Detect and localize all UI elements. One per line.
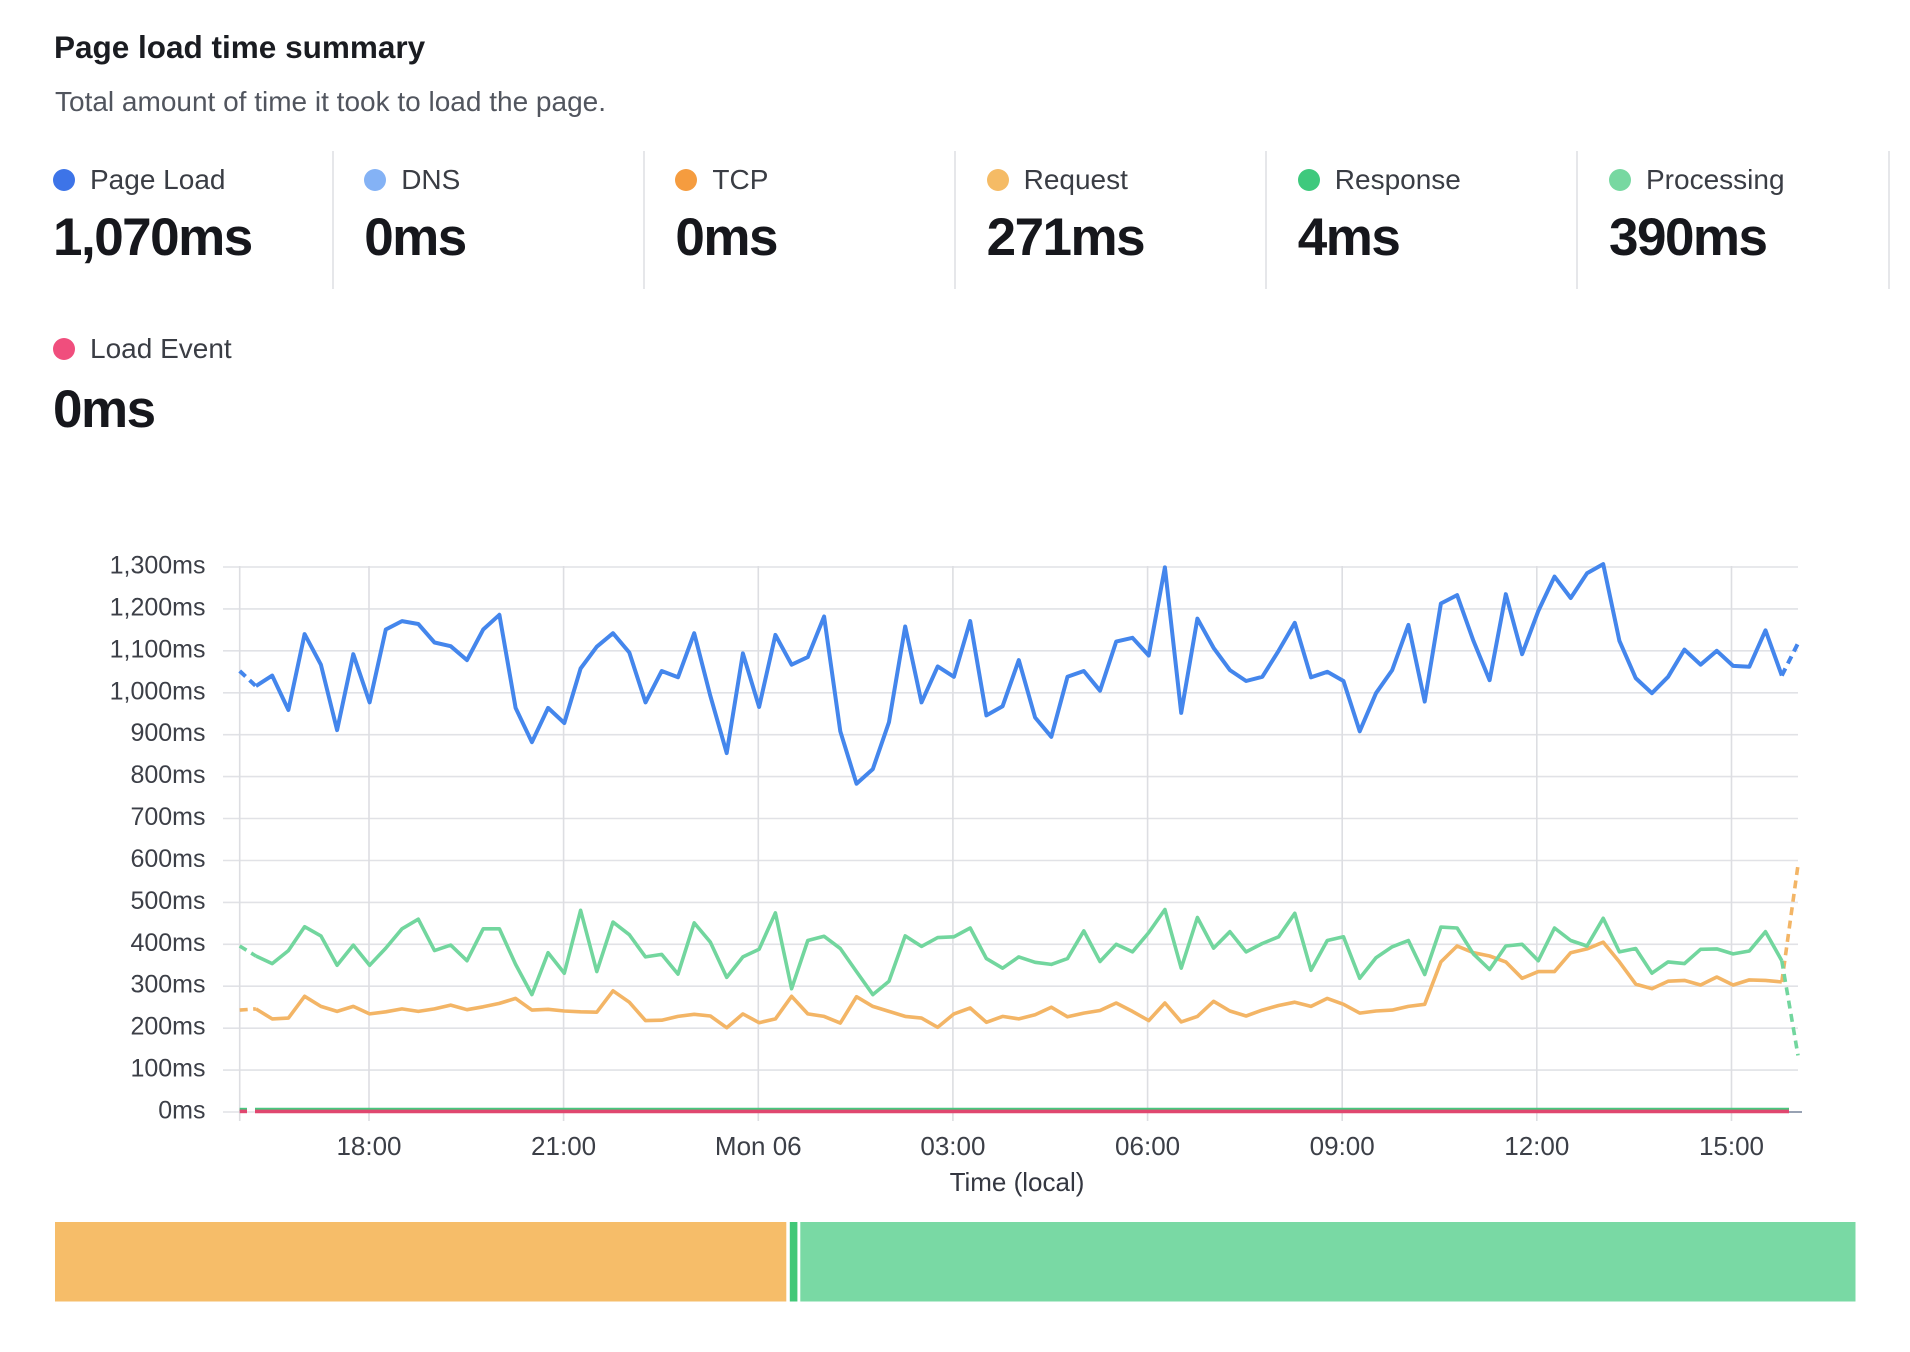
svg-text:600ms: 600ms <box>130 845 205 873</box>
svg-text:100ms: 100ms <box>130 1055 205 1083</box>
svg-text:Mon 06: Mon 06 <box>715 1131 802 1161</box>
svg-text:200ms: 200ms <box>130 1013 205 1041</box>
svg-text:700ms: 700ms <box>130 803 205 831</box>
svg-text:1,200ms: 1,200ms <box>110 593 206 621</box>
svg-text:21:00: 21:00 <box>531 1131 596 1161</box>
svg-text:0ms: 0ms <box>158 1097 205 1125</box>
svg-text:09:00: 09:00 <box>1310 1131 1375 1161</box>
svg-text:400ms: 400ms <box>130 929 205 957</box>
svg-text:03:00: 03:00 <box>920 1131 985 1161</box>
svg-text:1,000ms: 1,000ms <box>110 677 206 705</box>
svg-text:300ms: 300ms <box>130 971 205 999</box>
svg-text:1,100ms: 1,100ms <box>110 635 206 663</box>
svg-text:15:00: 15:00 <box>1699 1131 1764 1161</box>
svg-text:500ms: 500ms <box>130 887 205 915</box>
svg-text:1,300ms: 1,300ms <box>110 552 206 580</box>
svg-text:900ms: 900ms <box>130 719 205 747</box>
svg-text:12:00: 12:00 <box>1504 1131 1569 1161</box>
svg-text:800ms: 800ms <box>130 761 205 789</box>
svg-text:06:00: 06:00 <box>1115 1131 1180 1161</box>
svg-text:Time (local): Time (local) <box>950 1167 1085 1197</box>
svg-text:18:00: 18:00 <box>336 1131 401 1161</box>
